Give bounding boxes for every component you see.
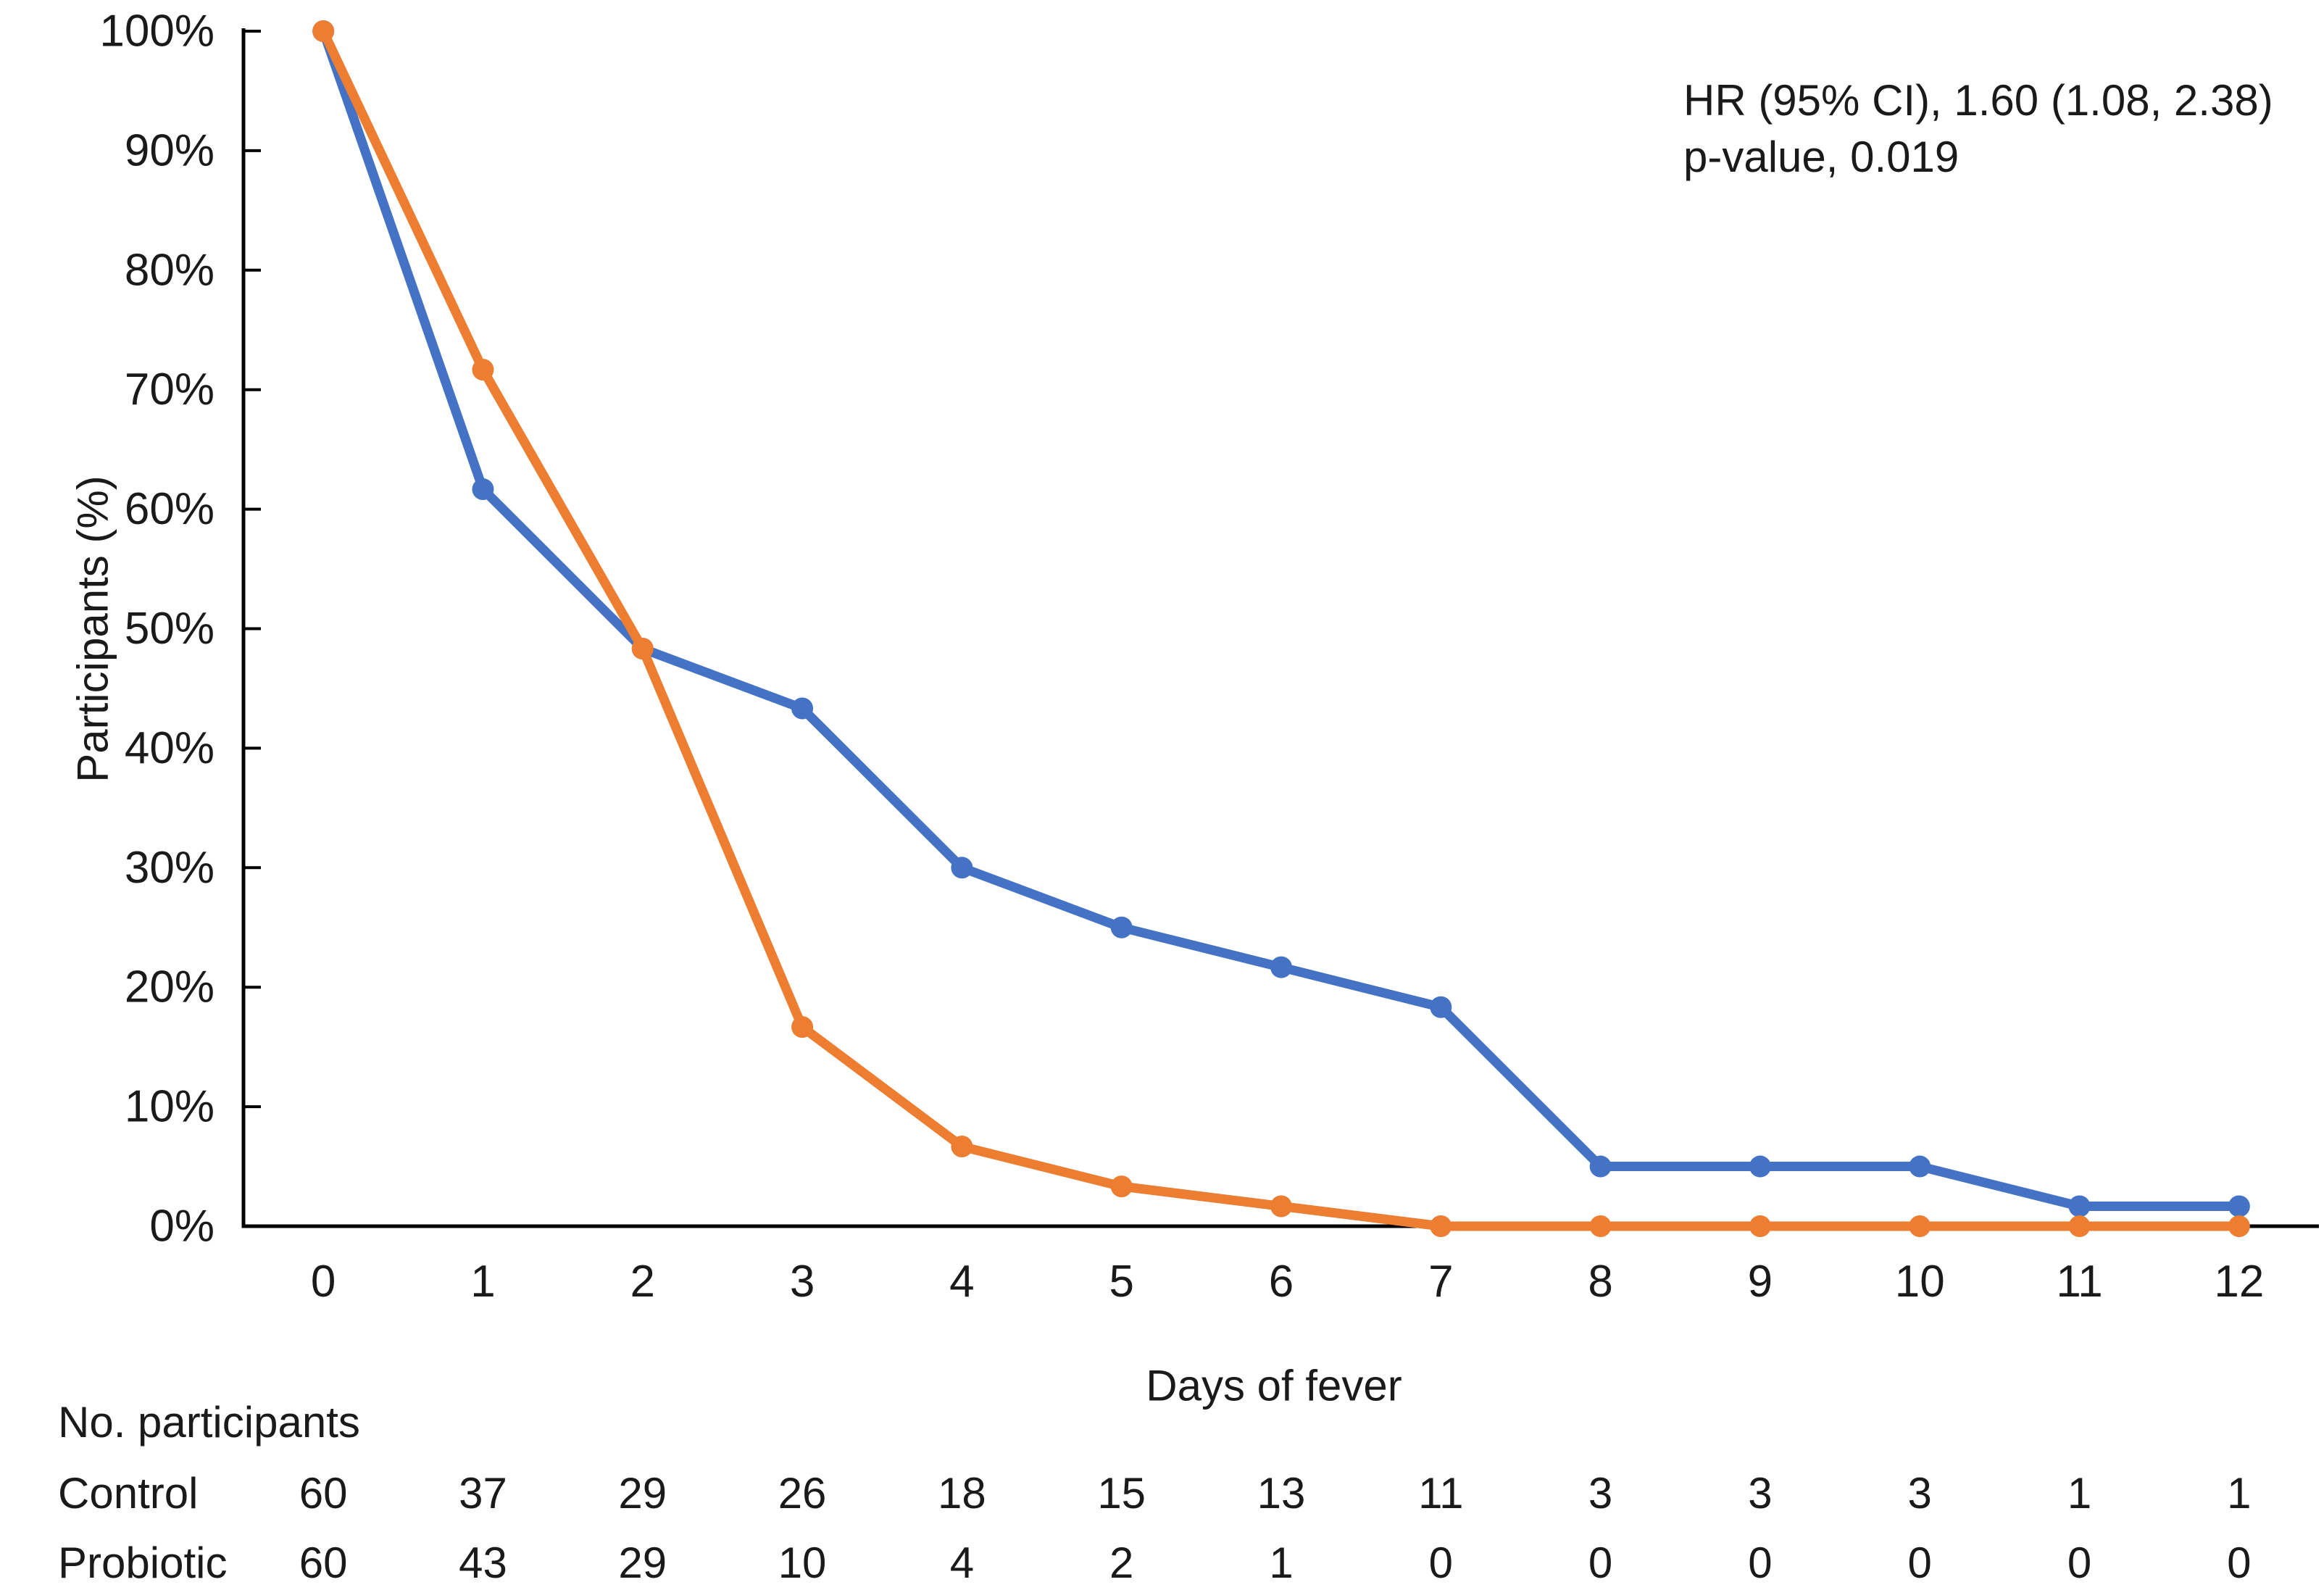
risk-count-control-day-10: 3 bbox=[1907, 1469, 1932, 1518]
probiotic-marker bbox=[1589, 1215, 1612, 1237]
risk-count-control-day-0: 60 bbox=[299, 1469, 348, 1518]
x-axis-tick-label: 3 bbox=[790, 1257, 815, 1307]
probiotic-marker bbox=[1430, 1215, 1452, 1237]
probiotic-marker bbox=[1749, 1215, 1771, 1237]
risk-count-control-day-8: 3 bbox=[1588, 1469, 1613, 1518]
control-marker bbox=[791, 697, 814, 720]
risk-count-control-day-11: 1 bbox=[2067, 1469, 2092, 1518]
x-axis-tick-label: 2 bbox=[630, 1257, 655, 1307]
risk-count-control-day-3: 26 bbox=[778, 1469, 827, 1518]
x-axis-tick-label: 6 bbox=[1269, 1257, 1294, 1307]
y-axis-tick-label: 30% bbox=[125, 843, 215, 893]
risk-count-probiotic-day-7: 0 bbox=[1428, 1539, 1453, 1587]
y-axis-tick-label: 0% bbox=[149, 1202, 215, 1252]
y-axis-tick-label: 10% bbox=[125, 1082, 215, 1132]
risk-count-probiotic-day-8: 0 bbox=[1588, 1539, 1613, 1587]
probiotic-marker bbox=[631, 638, 654, 660]
control-marker bbox=[2228, 1195, 2250, 1218]
risk-count-control-day-5: 15 bbox=[1097, 1469, 1146, 1518]
p-value-text: p-value, 0.019 bbox=[1683, 133, 1959, 181]
risk-row-label-probiotic: Probiotic bbox=[58, 1539, 228, 1587]
y-axis-tick-label: 20% bbox=[125, 962, 215, 1012]
probiotic-marker bbox=[791, 1016, 814, 1039]
risk-count-probiotic-day-10: 0 bbox=[1907, 1539, 1932, 1587]
control-marker bbox=[1749, 1155, 1771, 1178]
risk-count-control-day-12: 1 bbox=[2227, 1469, 2252, 1518]
control-marker bbox=[1430, 996, 1452, 1018]
probiotic-marker bbox=[1110, 1175, 1133, 1198]
x-axis-tick-label: 7 bbox=[1428, 1257, 1453, 1307]
y-axis-tick-label: 80% bbox=[125, 245, 215, 295]
hr-annotation: HR (95% CI), 1.60 (1.08, 2.38) p-value, … bbox=[1683, 72, 2273, 186]
y-axis-title: Participants (%) bbox=[68, 475, 117, 783]
y-axis-tick-label: 90% bbox=[125, 125, 215, 175]
risk-count-probiotic-day-9: 0 bbox=[1748, 1539, 1773, 1587]
risk-count-control-day-4: 18 bbox=[938, 1469, 986, 1518]
probiotic-marker bbox=[1270, 1195, 1292, 1218]
risk-count-control-day-7: 11 bbox=[1418, 1469, 1464, 1518]
control-marker bbox=[1270, 956, 1292, 978]
risk-count-probiotic-day-11: 0 bbox=[2067, 1539, 2092, 1587]
x-axis-title: Days of fever bbox=[1146, 1361, 1402, 1410]
x-axis-tick-label: 1 bbox=[470, 1257, 495, 1307]
y-axis-tick-label: 70% bbox=[125, 365, 215, 415]
risk-count-probiotic-day-3: 10 bbox=[778, 1539, 827, 1587]
x-axis-tick-label: 9 bbox=[1748, 1257, 1773, 1307]
probiotic-marker bbox=[472, 359, 494, 381]
risk-count-probiotic-day-4: 4 bbox=[949, 1539, 975, 1587]
risk-count-probiotic-day-1: 43 bbox=[459, 1539, 507, 1587]
risk-count-control-day-1: 37 bbox=[459, 1469, 507, 1518]
control-marker bbox=[2068, 1195, 2091, 1218]
y-axis-tick-label: 100% bbox=[99, 7, 215, 57]
risk-count-probiotic-day-6: 1 bbox=[1269, 1539, 1294, 1587]
risk-row-control: Control 60 37 29 26 18 15 13 11 3 3 3 1 1 bbox=[0, 1468, 2324, 1520]
risk-count-probiotic-day-2: 29 bbox=[618, 1539, 667, 1587]
y-axis-tick-label: 50% bbox=[125, 604, 215, 654]
risk-count-probiotic-day-5: 2 bbox=[1109, 1539, 1134, 1587]
control-line bbox=[318, 26, 2244, 1211]
probiotic-marker bbox=[2068, 1215, 2091, 1237]
probiotic-marker bbox=[1909, 1215, 1931, 1237]
x-axis-tick-label: 0 bbox=[311, 1257, 336, 1307]
risk-count-control-day-6: 13 bbox=[1257, 1469, 1306, 1518]
risk-count-probiotic-day-12: 0 bbox=[2227, 1539, 2252, 1587]
risk-row-label-control: Control bbox=[58, 1469, 199, 1518]
y-axis-tick-label: 60% bbox=[125, 484, 215, 534]
x-axis-tick-label: 4 bbox=[949, 1257, 974, 1307]
y-axis-tick-label: 40% bbox=[125, 723, 215, 773]
risk-row-probiotic: Probiotic 60 43 29 10 4 2 1 0 0 0 0 0 0 bbox=[0, 1538, 2324, 1590]
probiotic-marker bbox=[312, 20, 335, 42]
probiotic-line bbox=[318, 26, 2244, 1231]
risk-count-control-day-2: 29 bbox=[618, 1469, 667, 1518]
risk-count-control-day-9: 3 bbox=[1748, 1469, 1773, 1518]
x-axis-tick-label: 8 bbox=[1588, 1257, 1612, 1307]
x-axis-tick-label: 11 bbox=[2056, 1257, 2102, 1307]
control-marker bbox=[472, 478, 494, 501]
risk-table-header: No. participants bbox=[58, 1398, 360, 1447]
x-axis-tick-label: 5 bbox=[1109, 1257, 1133, 1307]
x-axis-tick-label: 10 bbox=[1895, 1257, 1945, 1307]
probiotic-marker bbox=[951, 1136, 973, 1158]
risk-count-probiotic-day-0: 60 bbox=[299, 1539, 348, 1587]
control-marker bbox=[951, 857, 973, 879]
control-marker bbox=[1589, 1155, 1612, 1178]
control-marker bbox=[1110, 916, 1133, 938]
x-axis-tick-label: 12 bbox=[2214, 1257, 2264, 1307]
control-marker bbox=[1909, 1155, 1931, 1178]
probiotic-marker bbox=[2228, 1215, 2250, 1237]
hr-ci-text: HR (95% CI), 1.60 (1.08, 2.38) bbox=[1683, 76, 2273, 125]
